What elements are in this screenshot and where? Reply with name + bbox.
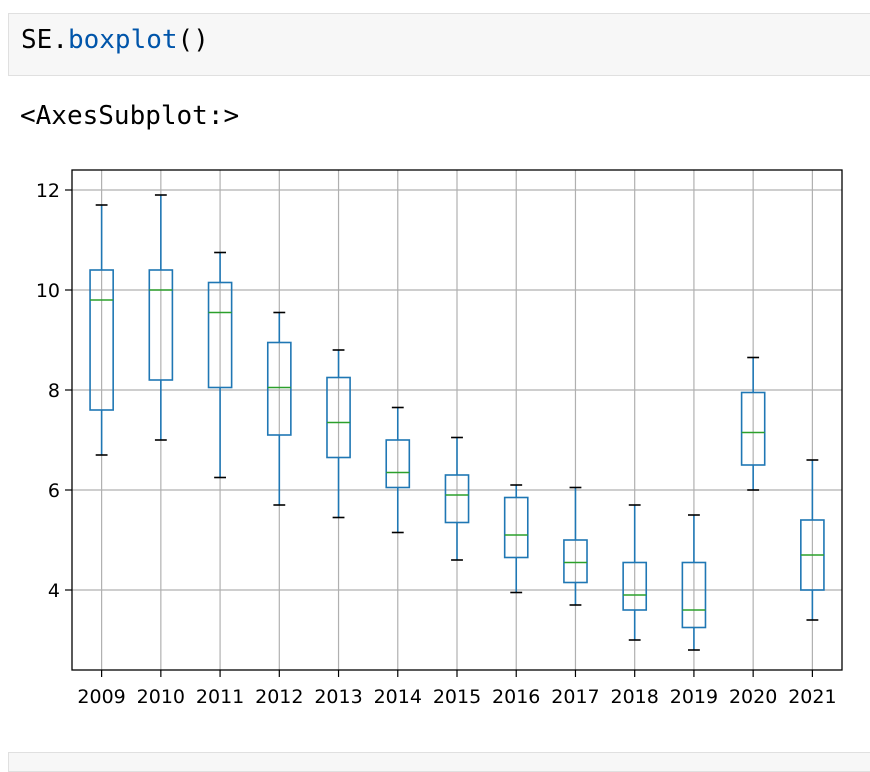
x-tick-label: 2020 — [729, 686, 777, 708]
x-tick-label: 2019 — [670, 686, 718, 708]
iqr-box — [89, 269, 114, 411]
code-object: SE — [21, 25, 53, 55]
code-parens: () — [177, 25, 209, 55]
box-2016 — [503, 484, 529, 594]
box-2020 — [740, 356, 766, 491]
next-input-cell[interactable] — [8, 752, 870, 772]
iqr-box — [207, 281, 233, 389]
boxplot-chart: 4 6 8 10 12 2009 2010 2011 2012 2013 2014 2015 2016 2… — [36, 169, 843, 708]
iqr-box — [266, 341, 292, 436]
box-2010 — [148, 194, 174, 441]
boxes-layer — [89, 194, 825, 651]
iqr-box — [148, 269, 174, 381]
y-tick-label: 10 — [36, 280, 60, 302]
x-tick-label: 2013 — [314, 686, 362, 708]
x-tick-label: 2018 — [611, 686, 659, 708]
axis-ticks: 4 6 8 10 12 2009 2010 2011 2012 2013 2014 2015 2016 2… — [36, 180, 837, 708]
box-2011 — [207, 251, 233, 479]
x-tick-label: 2016 — [492, 686, 540, 708]
x-tick-label: 2009 — [77, 686, 125, 708]
y-tick-label: 8 — [48, 380, 60, 402]
x-tick-label: 2012 — [255, 686, 303, 708]
y-tick-label: 6 — [48, 480, 60, 502]
x-tick-label: 2014 — [374, 686, 422, 708]
box-2009 — [89, 204, 114, 456]
iqr-box — [563, 539, 588, 584]
grid-lines — [72, 170, 842, 670]
box-2014 — [385, 406, 411, 534]
iqr-box — [444, 474, 470, 524]
box-2015 — [444, 436, 470, 561]
box-2021 — [800, 459, 825, 621]
box-2019 — [681, 514, 707, 651]
iqr-box — [326, 376, 351, 459]
x-tick-label: 2021 — [788, 686, 836, 708]
iqr-box — [622, 561, 648, 611]
iqr-box — [503, 496, 529, 559]
code-method: boxplot — [67, 25, 178, 55]
x-tick-label: 2015 — [433, 686, 481, 708]
x-tick-label: 2017 — [551, 686, 599, 708]
iqr-box — [385, 439, 411, 489]
y-tick-label: 12 — [36, 180, 60, 202]
code-input-cell[interactable]: SE.boxplot() — [8, 13, 870, 76]
x-tick-label: 2010 — [137, 686, 185, 708]
x-tick-label: 2011 — [196, 686, 244, 708]
code-line: SE.boxplot() — [21, 25, 209, 55]
box-2012 — [266, 311, 292, 506]
box-2013 — [326, 349, 351, 519]
box-2017 — [563, 486, 588, 606]
output-repr-text: <AxesSubplot:> — [20, 101, 240, 131]
box-2018 — [622, 504, 648, 641]
iqr-box — [681, 561, 707, 629]
code-dot: . — [52, 25, 68, 55]
iqr-box — [740, 391, 766, 466]
y-tick-label: 4 — [48, 580, 60, 602]
